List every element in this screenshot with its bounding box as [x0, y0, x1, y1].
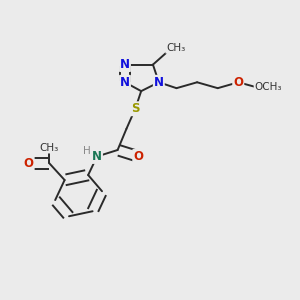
Text: O: O	[24, 157, 34, 170]
Text: H: H	[83, 146, 91, 157]
Text: CH₃: CH₃	[166, 43, 185, 53]
Text: N: N	[92, 150, 102, 163]
Text: N: N	[154, 76, 164, 89]
Text: O: O	[133, 150, 143, 163]
Text: O: O	[233, 76, 243, 89]
Text: S: S	[131, 102, 140, 115]
Text: N: N	[120, 76, 130, 89]
Text: O: O	[233, 76, 243, 89]
Text: OCH₃: OCH₃	[254, 82, 282, 92]
Text: N: N	[120, 58, 130, 71]
Text: CH₃: CH₃	[40, 142, 59, 153]
